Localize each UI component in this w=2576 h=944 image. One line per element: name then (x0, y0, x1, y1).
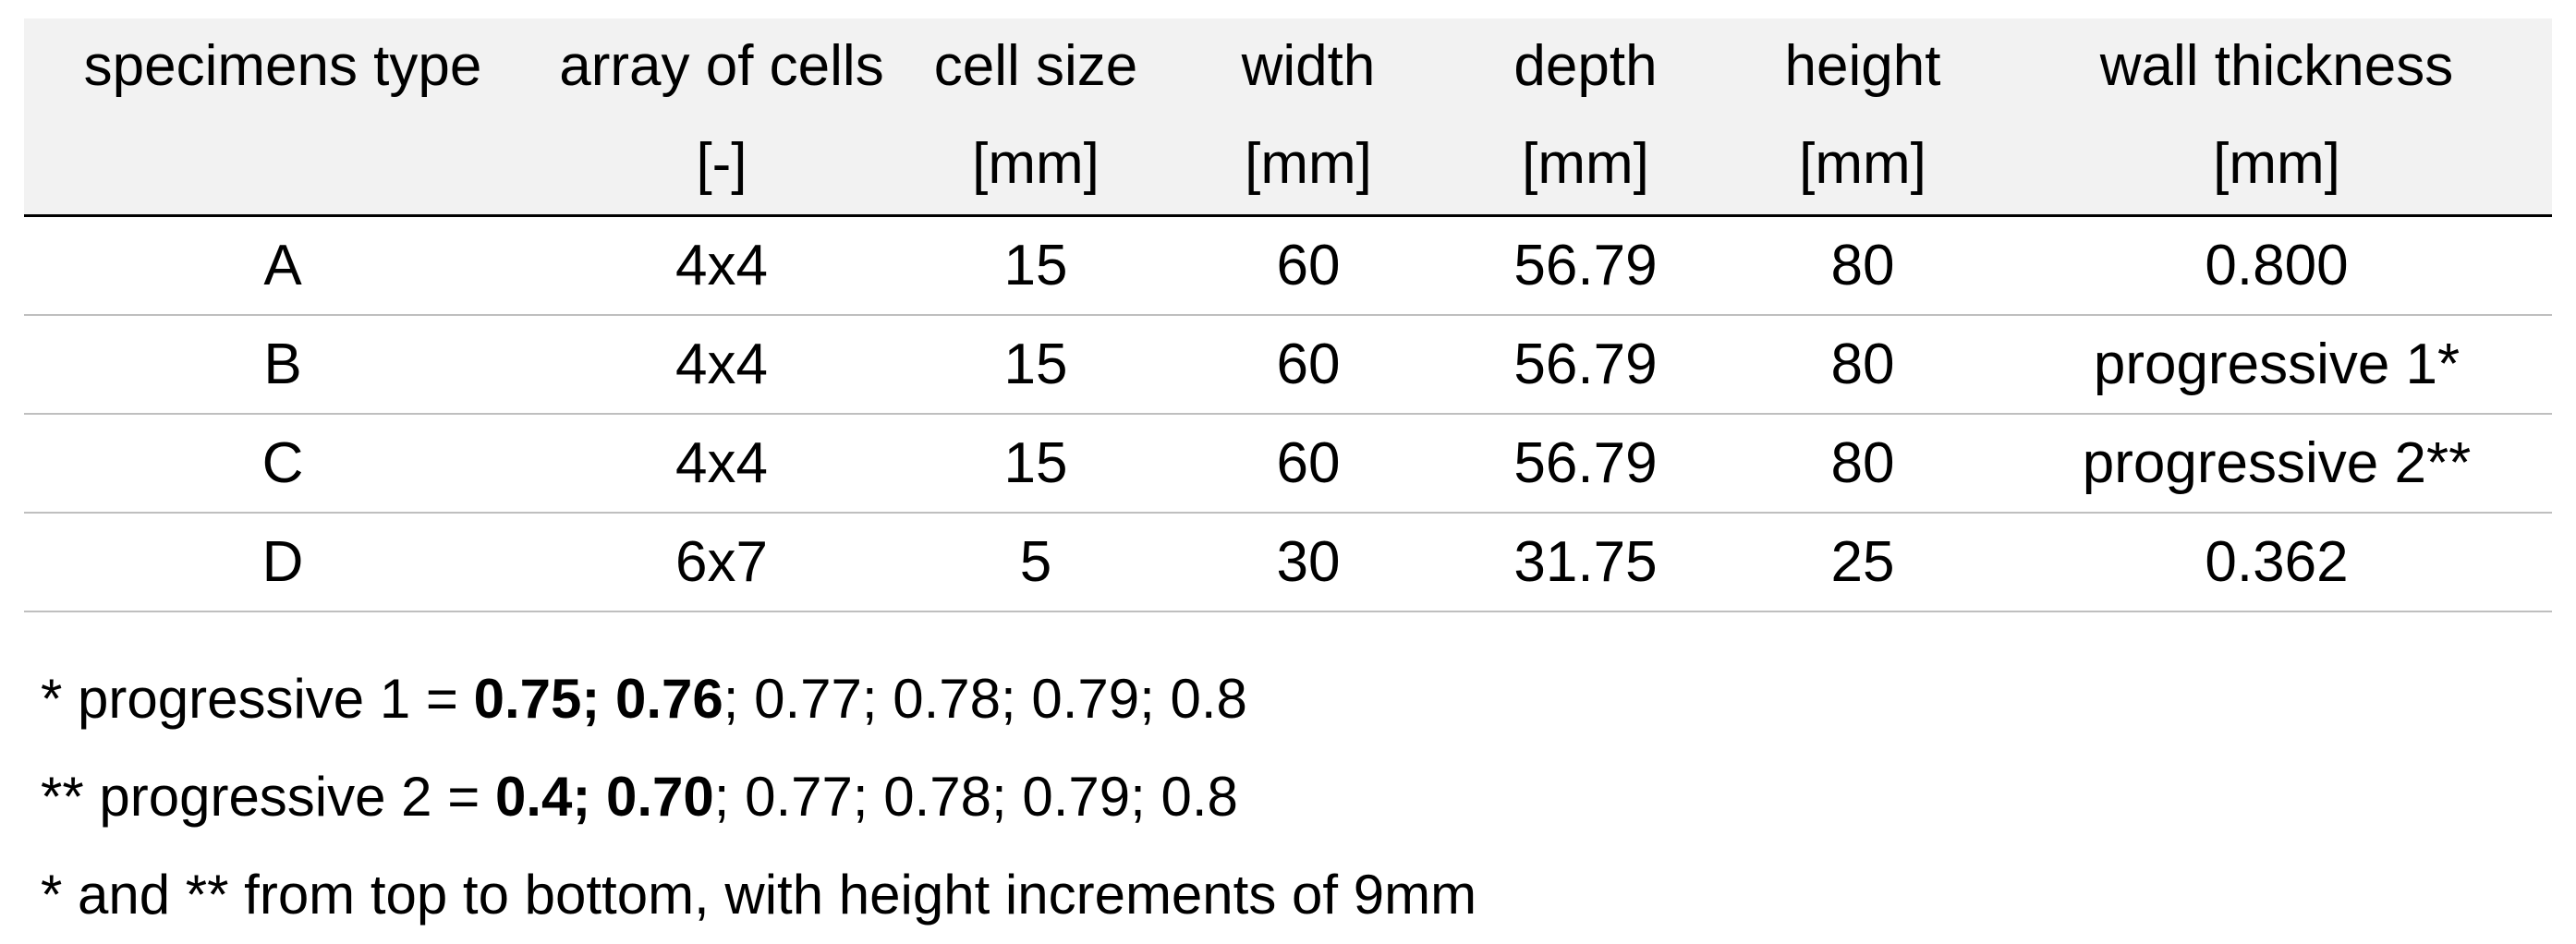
cell-wall-thickness: 0.362 (2001, 513, 2552, 612)
table-row: C 4x4 15 60 56.79 80 progressive 2** (24, 414, 2552, 514)
cell-array-of-cells: 4x4 (541, 215, 902, 316)
footnote-2-bold-values: 0.4; 0.70 (494, 766, 714, 828)
unit-width: [mm] (1170, 115, 1447, 217)
table-row: A 4x4 15 60 56.79 80 0.800 (24, 215, 2552, 316)
cell-depth: 56.79 (1447, 215, 1724, 316)
table-footnotes: * progressive 1 = 0.75; 0.76; 0.77; 0.78… (41, 650, 1476, 944)
unit-specimens-type (24, 115, 541, 217)
footnote-1-prefix: * progressive 1 = (41, 668, 474, 730)
cell-height: 80 (1724, 215, 2001, 316)
cell-height: 80 (1724, 315, 2001, 415)
cell-width: 60 (1170, 215, 1447, 316)
header-height: height (1724, 18, 2001, 115)
cell-width: 60 (1170, 315, 1447, 415)
header-array-of-cells: array of cells (541, 18, 902, 115)
header-row-units: [-] [mm] [mm] [mm] [mm] [mm] (24, 115, 2552, 217)
unit-depth: [mm] (1447, 115, 1724, 217)
header-row-names: specimens type array of cells cell size … (24, 18, 2552, 115)
table-row: D 6x7 5 30 31.75 25 0.362 (24, 513, 2552, 612)
unit-height: [mm] (1724, 115, 2001, 217)
footnote-progressive-2: ** progressive 2 = 0.4; 0.70; 0.77; 0.78… (41, 748, 1476, 846)
cell-array-of-cells: 6x7 (541, 513, 902, 612)
footnote-1-rest: ; 0.77; 0.78; 0.79; 0.8 (723, 668, 1247, 730)
cell-cell-size: 15 (902, 315, 1170, 415)
cell-array-of-cells: 4x4 (541, 315, 902, 415)
table-row: B 4x4 15 60 56.79 80 progressive 1* (24, 315, 2552, 415)
header-cell-size: cell size (902, 18, 1170, 115)
cell-depth: 56.79 (1447, 315, 1724, 415)
cell-cell-size: 15 (902, 215, 1170, 316)
footnote-2-prefix: ** progressive 2 = (41, 766, 495, 828)
cell-wall-thickness: 0.800 (2001, 215, 2552, 316)
header-depth: depth (1447, 18, 1724, 115)
cell-cell-size: 15 (902, 414, 1170, 514)
cell-specimens-type: C (24, 414, 541, 514)
cell-specimens-type: A (24, 215, 541, 316)
table-body: A 4x4 15 60 56.79 80 0.800 B 4x4 15 60 5… (24, 215, 2552, 612)
unit-array-of-cells: [-] (541, 115, 902, 217)
footnote-height-increments: * and ** from top to bottom, with height… (41, 864, 1477, 926)
cell-array-of-cells: 4x4 (541, 414, 902, 514)
footnote-2-rest: ; 0.77; 0.78; 0.79; 0.8 (713, 766, 1238, 828)
table-header: specimens type array of cells cell size … (24, 18, 2552, 217)
cell-depth: 56.79 (1447, 414, 1724, 514)
cell-specimens-type: B (24, 315, 541, 415)
cell-specimens-type: D (24, 513, 541, 612)
cell-cell-size: 5 (902, 513, 1170, 612)
header-wall-thickness: wall thickness (2001, 18, 2552, 115)
cell-wall-thickness: progressive 2** (2001, 414, 2552, 514)
cell-width: 60 (1170, 414, 1447, 514)
cell-wall-thickness: progressive 1* (2001, 315, 2552, 415)
cell-height: 25 (1724, 513, 2001, 612)
unit-cell-size: [mm] (902, 115, 1170, 217)
header-width: width (1170, 18, 1447, 115)
specimens-table: specimens type array of cells cell size … (24, 18, 2552, 612)
cell-width: 30 (1170, 513, 1447, 612)
unit-wall-thickness: [mm] (2001, 115, 2552, 217)
footnote-1-bold-values: 0.75; 0.76 (473, 668, 723, 730)
header-specimens-type: specimens type (24, 18, 541, 115)
cell-depth: 31.75 (1447, 513, 1724, 612)
cell-height: 80 (1724, 414, 2001, 514)
footnote-progressive-1: * progressive 1 = 0.75; 0.76; 0.77; 0.78… (41, 650, 1476, 748)
